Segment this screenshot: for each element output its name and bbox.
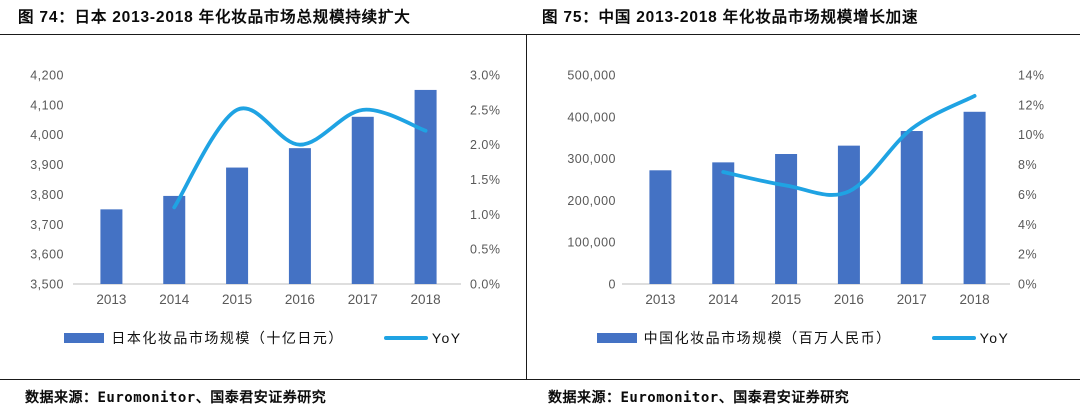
left-axis-tick: 4,000 bbox=[30, 128, 64, 142]
x-axis-tick: 2014 bbox=[708, 292, 739, 307]
right-axis-tick: 4% bbox=[1018, 218, 1037, 232]
left-axis-tick: 300,000 bbox=[567, 152, 616, 166]
china-bar-legend-swatch bbox=[596, 333, 637, 343]
left-axis-tick: 4,200 bbox=[30, 69, 64, 83]
right-axis-tick: 2.0% bbox=[470, 138, 501, 152]
right-axis-tick: 2.5% bbox=[470, 103, 501, 117]
japan-yoy-legend-label: YoY bbox=[431, 330, 462, 346]
x-axis-tick: 2016 bbox=[285, 292, 315, 307]
bar-2013 bbox=[100, 209, 123, 284]
china-yoy-legend-label: YoY bbox=[979, 330, 1010, 346]
x-axis-tick: 2014 bbox=[159, 292, 190, 307]
china-bar-legend-label: 中国化妆品市场规模（百万人民币） bbox=[643, 330, 892, 346]
japan-bar-legend-swatch bbox=[64, 333, 105, 343]
china-chart-canvas: 500,000 400,000 300,000 200,000 100,000 0 14% 1… bbox=[567, 69, 1045, 308]
left-axis-tick: 3,800 bbox=[30, 188, 64, 202]
china-yoy-legend-swatch bbox=[931, 336, 976, 340]
right-axis-tick: 2% bbox=[1018, 248, 1037, 262]
x-axis-tick: 2015 bbox=[771, 292, 801, 307]
japan-legend: 日本化妆品市场规模（十亿日元） YoY bbox=[0, 330, 526, 346]
bar-2017 bbox=[900, 131, 923, 284]
x-axis-tick: 2013 bbox=[645, 292, 675, 307]
bar-2016 bbox=[288, 148, 311, 284]
right-axis-tick: 14% bbox=[1018, 69, 1045, 83]
figure-title-japan: 图 74：日本 2013-2018 年化妆品市场总规模持续扩大 bbox=[18, 9, 411, 26]
left-axis-tick: 200,000 bbox=[567, 194, 616, 208]
yoy-line bbox=[172, 106, 428, 210]
left-axis-tick: 3,900 bbox=[30, 158, 64, 172]
yoy-line bbox=[721, 94, 977, 197]
right-axis-tick: 1.5% bbox=[470, 173, 501, 187]
left-axis-tick: 4,100 bbox=[30, 98, 64, 112]
bar-2017 bbox=[351, 116, 374, 284]
bar-2018 bbox=[414, 89, 437, 284]
left-axis-tick: 400,000 bbox=[567, 110, 616, 124]
right-axis-tick: 0.0% bbox=[470, 278, 501, 292]
bar-2016 bbox=[837, 145, 860, 284]
right-axis-tick: 12% bbox=[1018, 98, 1045, 112]
china-source-note: 数据来源：Euromonitor、国泰君安证券研究 bbox=[548, 390, 850, 406]
x-axis-tick: 2017 bbox=[348, 292, 378, 307]
china-legend: 中国化妆品市场规模（百万人民币） YoY bbox=[526, 330, 1080, 346]
panel-divider bbox=[526, 34, 527, 379]
right-axis-tick: 3.0% bbox=[470, 69, 501, 83]
left-axis-tick: 100,000 bbox=[567, 236, 616, 250]
right-axis-tick: 8% bbox=[1018, 158, 1037, 172]
right-axis-tick: 6% bbox=[1018, 188, 1037, 202]
japan-yoy-legend-swatch bbox=[383, 336, 428, 340]
japan-source-note: 数据来源：Euromonitor、国泰君安证券研究 bbox=[25, 390, 327, 406]
left-axis-tick: 0 bbox=[609, 278, 616, 292]
x-axis-tick: 2018 bbox=[960, 292, 990, 307]
x-axis-tick: 2015 bbox=[222, 292, 252, 307]
left-axis-tick: 3,600 bbox=[30, 248, 64, 262]
right-axis-tick: 10% bbox=[1018, 128, 1045, 142]
right-axis-tick: 0.5% bbox=[470, 243, 501, 257]
x-axis-tick: 2016 bbox=[834, 292, 864, 307]
left-axis-tick: 3,500 bbox=[30, 278, 64, 292]
bar-2014 bbox=[712, 162, 735, 284]
japan-chart-canvas: 4,200 4,100 4,000 3,900 3,800 3,700 3,600 3,500… bbox=[30, 69, 501, 308]
x-axis-tick: 2017 bbox=[897, 292, 927, 307]
right-axis-tick: 0% bbox=[1018, 278, 1037, 292]
left-axis-tick: 500,000 bbox=[567, 69, 616, 83]
bar-2015 bbox=[226, 167, 249, 284]
bar-2013 bbox=[649, 170, 672, 284]
x-axis-tick: 2013 bbox=[96, 292, 126, 307]
figure-bottom-rule bbox=[0, 379, 1080, 380]
figure-title-china: 图 75：中国 2013-2018 年化妆品市场规模增长加速 bbox=[542, 9, 919, 26]
japan-bar-legend-label: 日本化妆品市场规模（十亿日元） bbox=[111, 330, 344, 346]
bar-2015 bbox=[775, 154, 798, 284]
bar-2018 bbox=[963, 111, 986, 284]
title-underline bbox=[0, 34, 1080, 35]
left-axis-tick: 3,700 bbox=[30, 218, 64, 232]
right-axis-tick: 1.0% bbox=[470, 208, 501, 222]
bar-2014 bbox=[163, 195, 186, 284]
x-axis-tick: 2018 bbox=[411, 292, 441, 307]
